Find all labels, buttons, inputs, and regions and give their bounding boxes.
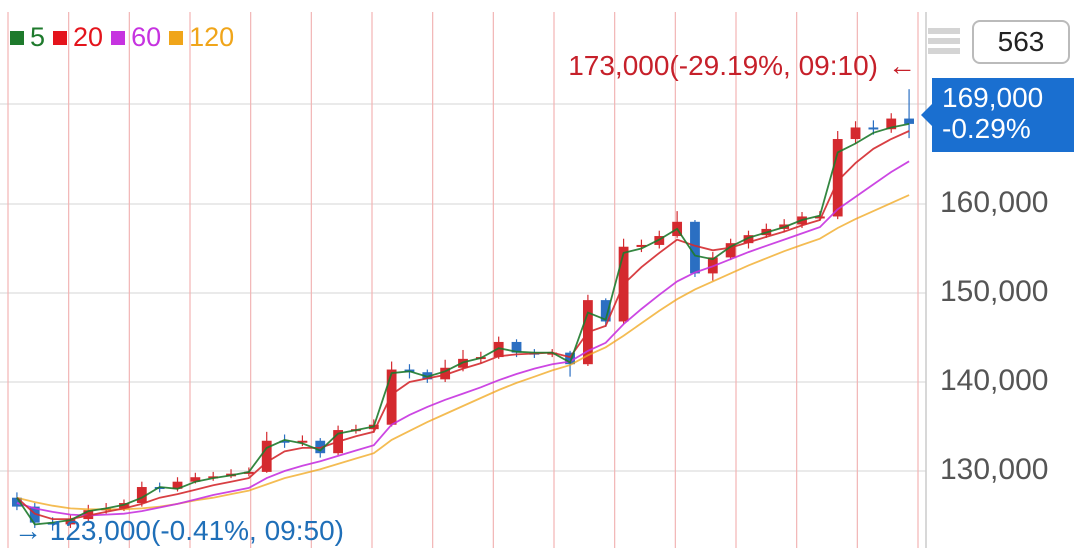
candle-body xyxy=(243,471,254,474)
candle-body xyxy=(636,244,647,247)
current-price-tag: 169,000 -0.29% xyxy=(921,78,1074,152)
legend-item-ma60[interactable]: 60 xyxy=(111,22,161,53)
candle-body xyxy=(565,352,575,365)
candle-body xyxy=(850,127,861,140)
legend-swatch xyxy=(169,30,184,45)
legend-item-ma20[interactable]: 20 xyxy=(53,22,103,53)
candle-body xyxy=(261,440,272,472)
candle-body xyxy=(814,216,825,219)
current-change: -0.29% xyxy=(942,113,1031,144)
candle-body xyxy=(743,235,754,244)
candle-body xyxy=(440,367,451,380)
legend-label: 60 xyxy=(131,22,162,52)
legend-swatch xyxy=(53,30,68,45)
candle-body xyxy=(172,481,183,489)
y-tick-label: 150,000 xyxy=(940,275,1049,308)
candle-body xyxy=(279,440,290,443)
candle-body xyxy=(725,243,736,258)
left-arrow-icon: ← xyxy=(888,50,916,81)
legend: 5 20 60 120 xyxy=(10,22,234,53)
ma-line-20 xyxy=(16,130,910,520)
legend-swatch xyxy=(111,30,126,45)
y-tick-label: 140,000 xyxy=(940,364,1049,397)
candle-body xyxy=(190,477,201,482)
legend-swatch xyxy=(10,30,24,45)
candle-body xyxy=(690,221,700,274)
candle-count-box[interactable]: 563 xyxy=(972,20,1070,64)
candle-body xyxy=(47,522,58,525)
low-annotation-text: 123,000(-0.41%, 09:50) xyxy=(49,515,344,546)
low-annotation: → 123,000(-0.41%, 09:50) xyxy=(14,515,344,547)
y-tick-label: 160,000 xyxy=(940,186,1049,219)
candle-body xyxy=(297,440,308,443)
candle-body xyxy=(600,300,611,322)
legend-item-ma120[interactable]: 120 xyxy=(169,22,234,53)
ma-line-5 xyxy=(16,123,910,526)
y-tick-label: 130,000 xyxy=(940,453,1049,486)
candle-body xyxy=(65,519,76,525)
candle-body xyxy=(511,341,522,353)
legend-label: 120 xyxy=(189,22,235,52)
candle-body xyxy=(832,139,843,217)
candle-body xyxy=(136,487,147,504)
candle-body xyxy=(868,127,879,130)
legend-label: 5 xyxy=(30,22,46,52)
candle-body xyxy=(886,118,897,130)
candle-body xyxy=(904,118,914,124)
candlesticks xyxy=(12,89,914,531)
legend-label: 20 xyxy=(73,22,104,52)
high-annotation: 173,000(-29.19%, 09:10) ← xyxy=(568,50,916,82)
moving-average-lines xyxy=(16,123,910,526)
horizontal-gridlines xyxy=(0,12,927,548)
ma-line-60 xyxy=(16,160,910,517)
candle-body xyxy=(386,369,397,425)
right-arrow-icon: → xyxy=(14,515,42,546)
current-price: 169,000 xyxy=(942,82,1044,113)
candle-body xyxy=(493,341,504,358)
high-annotation-text: 173,000(-29.19%, 09:10) xyxy=(568,50,878,81)
legend-item-ma5[interactable]: 5 xyxy=(10,22,45,53)
menu-icon[interactable] xyxy=(928,28,960,58)
candle-body xyxy=(12,497,22,507)
session-dividers xyxy=(7,12,919,548)
